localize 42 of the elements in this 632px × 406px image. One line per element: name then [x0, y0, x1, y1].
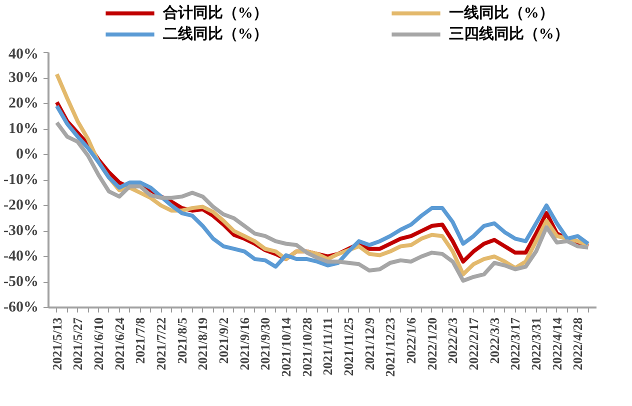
- y-tick-label: 0%: [16, 146, 38, 162]
- x-tick-label: 2021/6/10: [91, 317, 106, 370]
- y-tick-label: 10%: [8, 121, 38, 137]
- x-tick-label: 2021/12/9: [362, 317, 377, 370]
- x-tick-label: 2022/1/6: [404, 317, 419, 364]
- x-tick-label: 2021/7/8: [132, 317, 148, 364]
- x-tick-label: 2021/7/22: [154, 317, 169, 370]
- x-tick-label: 2021/9/2: [216, 317, 232, 364]
- x-tick-label: 2021/5/27: [70, 317, 86, 370]
- y-tick-label: -60%: [4, 300, 39, 316]
- x-tick-label: 2021/9/16: [236, 317, 252, 370]
- x-tick-label: 2022/3/3: [486, 317, 502, 364]
- x-tick-label: 2022/4/28: [570, 317, 586, 370]
- y-tick-label: -30%: [4, 223, 39, 239]
- x-tick-label: 2021/9/30: [258, 317, 273, 370]
- x-tick-label: 2022/3/17: [508, 317, 523, 370]
- x-tick-label: 2021/11/11: [320, 317, 336, 376]
- legend-label: 合计同比（%）: [162, 4, 268, 22]
- x-tick-label: 2022/4/14: [549, 317, 564, 370]
- y-tick-label: -20%: [4, 198, 39, 214]
- legend-label: 二线同比（%）: [162, 26, 268, 43]
- legend-label: 一线同比（%）: [448, 4, 554, 22]
- y-tick-label: 30%: [8, 70, 38, 86]
- x-tick-label: 2021/10/14: [278, 317, 294, 377]
- y-tick-label: -40%: [4, 248, 39, 264]
- x-tick-label: 2021/6/24: [112, 317, 127, 370]
- y-tick-label: -10%: [4, 172, 39, 188]
- x-tick-label: 2021/10/28: [299, 317, 314, 377]
- line-series: [54, 120, 590, 283]
- x-tick-label: 2021/8/19: [195, 317, 210, 370]
- x-tick-label: 2021/11/25: [341, 317, 356, 376]
- y-tick-label: -50%: [4, 274, 39, 290]
- x-tick-label: 2021/12/23: [382, 317, 398, 377]
- x-tick-label: 2022/3/31: [528, 317, 544, 370]
- x-tick-label: 2021/8/5: [174, 317, 190, 364]
- x-tick-label: 2022/2/3: [445, 317, 460, 364]
- y-tick-label: 20%: [8, 96, 38, 112]
- x-tick-label: 2022/1/20: [424, 317, 440, 370]
- x-tick-label: 2022/2/17: [466, 317, 482, 370]
- legend-label: 三四线同比（%）: [448, 26, 569, 43]
- x-tick-label: 2021/5/13: [49, 317, 64, 370]
- y-tick-label: 40%: [8, 46, 38, 62]
